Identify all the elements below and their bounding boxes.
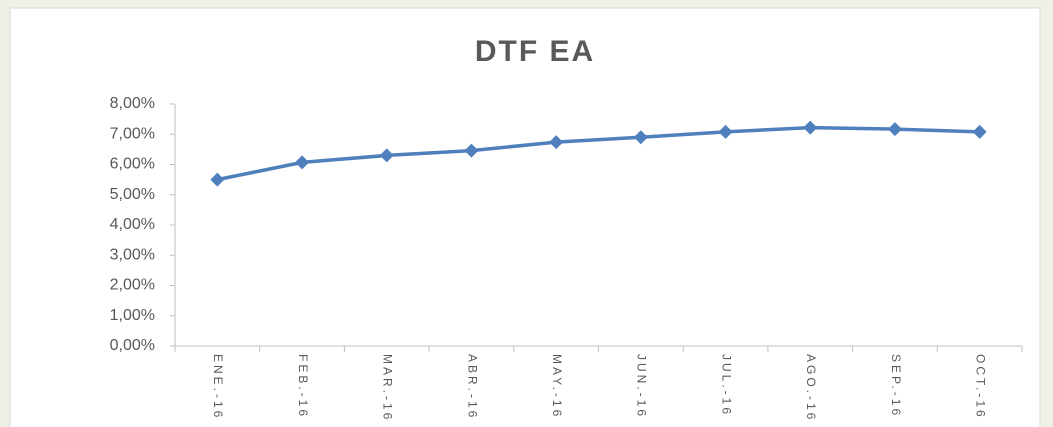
marker: [972, 124, 987, 139]
marker: [295, 155, 310, 170]
marker: [633, 130, 648, 145]
marker: [464, 143, 479, 158]
y-tick-label: 7,00%: [110, 125, 155, 142]
y-tick-label: 1,00%: [110, 307, 155, 324]
marker: [887, 122, 902, 137]
marker: [549, 135, 564, 150]
marker: [803, 120, 818, 135]
marker: [379, 148, 394, 163]
chart-title: DTF EA: [475, 35, 595, 68]
line: [217, 125, 980, 182]
y-tick-label: 4,00%: [110, 216, 155, 233]
marker: [718, 124, 733, 139]
y-tick-label: 6,00%: [110, 156, 155, 173]
x-tick-label: ABR.-16: [465, 354, 479, 420]
x-tick-label: OCT.-16: [973, 354, 987, 420]
chart-area: [9, 7, 1041, 427]
x-tick-label: JUL.-16: [719, 354, 733, 417]
y-tick-label: 5,00%: [110, 186, 155, 203]
y-tick-label: 3,00%: [110, 246, 155, 263]
y-tick-label: 8,00%: [110, 95, 155, 112]
marker: [210, 172, 225, 187]
x-tick-label: FEB.-16: [296, 354, 310, 419]
x-tick-label: MAY.-16: [550, 354, 564, 419]
x-tick-label: AGO.-16: [804, 354, 818, 422]
x-tick-label: SEP.-16: [889, 354, 903, 418]
x-tick-label: JUN.-16: [635, 354, 649, 419]
y-tick-label: 0,00%: [110, 337, 155, 354]
y-tick-label: 2,00%: [110, 277, 155, 294]
x-tick-label: MAR.-16: [381, 354, 395, 422]
x-tick-label: ENE.-16: [211, 354, 225, 420]
